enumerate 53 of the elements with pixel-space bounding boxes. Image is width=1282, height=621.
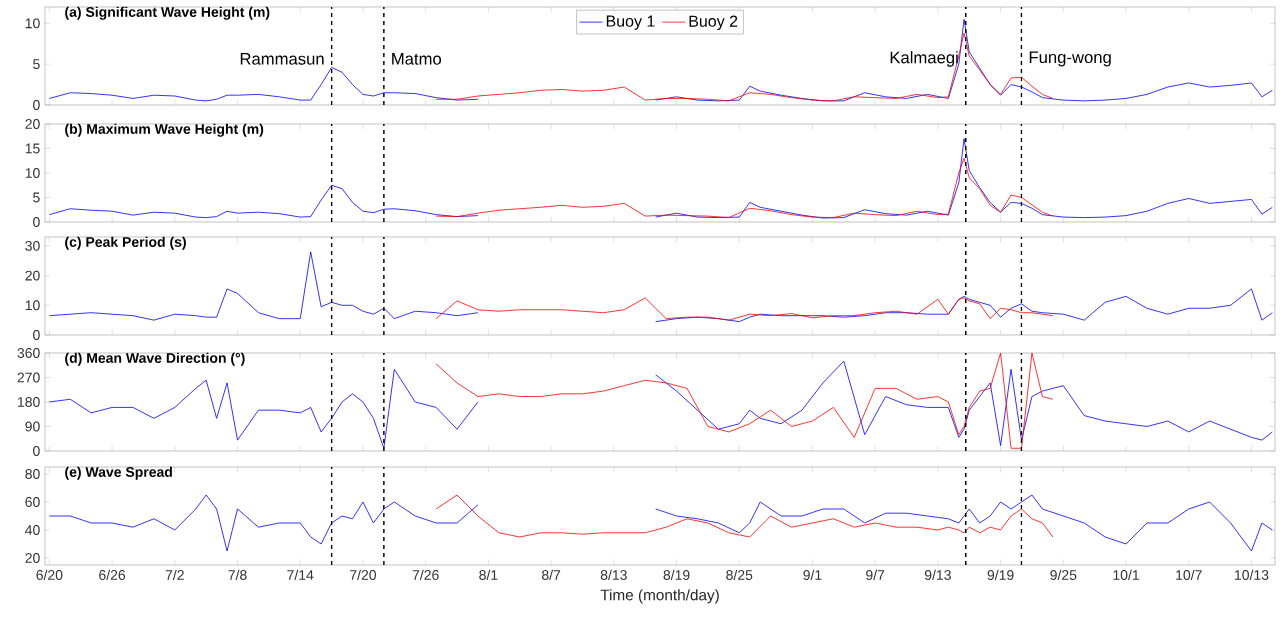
- chart-title: (e) Wave Spread: [65, 466, 172, 480]
- y-tick-label: 90: [25, 421, 40, 432]
- x-tick-label: 8/7: [541, 569, 561, 580]
- y-tick-label: 5: [33, 192, 40, 203]
- x-tick-label: 10/1: [1113, 569, 1139, 580]
- y-tick-label: 20: [25, 119, 40, 129]
- chart-title: (d) Mean Wave Direction (°): [65, 352, 245, 366]
- x-tick-label: 7/8: [228, 569, 247, 580]
- x-tick-label: 8/19: [663, 569, 690, 580]
- y-tick-label: 0: [33, 217, 40, 227]
- ref-line-label: Rammasun: [240, 53, 324, 65]
- chart-title: (b) Maximum Wave Height (m): [65, 123, 264, 137]
- x-tick-label: 9/25: [1050, 569, 1077, 580]
- x-tick-label: 9/19: [987, 569, 1014, 580]
- ref-line-label: Fung-wong: [1029, 51, 1111, 67]
- x-tick-label: 6/20: [36, 569, 63, 580]
- x-tick-label: 10/13: [1235, 569, 1269, 580]
- legend-label: Buoy 2: [689, 15, 738, 31]
- x-tick-label: 7/14: [287, 569, 314, 580]
- x-tick-label: 8/25: [726, 569, 753, 580]
- y-tick-label: 30: [25, 240, 40, 251]
- y-tick-label: 20: [25, 270, 40, 281]
- y-tick-label: 10: [25, 168, 40, 178]
- y-tick-label: 360: [17, 348, 40, 358]
- y-tick-label: 0: [33, 330, 40, 340]
- y-tick-label: 0: [33, 446, 40, 456]
- x-tick-label: 9/7: [866, 569, 885, 580]
- x-tick-label: 7/2: [165, 569, 184, 580]
- y-tick-label: 10: [25, 300, 40, 311]
- y-tick-label: 5: [33, 59, 40, 70]
- legend-label: Buoy 1: [606, 15, 655, 30]
- y-tick-label: 270: [17, 372, 40, 383]
- y-tick-label: 0: [33, 100, 40, 110]
- y-tick-label: 80: [25, 469, 40, 479]
- x-tick-label: 8/13: [600, 569, 627, 580]
- y-tick-label: 10: [25, 18, 40, 29]
- x-tick-label: 8/1: [479, 569, 498, 580]
- ref-line-label: Kalmaegi: [890, 51, 958, 67]
- y-tick-label: 15: [25, 143, 40, 154]
- y-tick-label: 20: [25, 553, 40, 563]
- x-tick-label: 9/13: [924, 569, 951, 580]
- chart-title: (c) Peak Period (s): [65, 236, 186, 250]
- x-tick-label: 9/1: [803, 569, 822, 580]
- y-tick-label: 60: [25, 497, 40, 507]
- x-tick-label: 7/26: [412, 569, 439, 580]
- x-tick-label: 6/26: [99, 569, 126, 580]
- x-tick-label: 7/20: [350, 569, 377, 580]
- y-tick-label: 40: [25, 525, 40, 535]
- y-tick-label: 180: [18, 397, 40, 407]
- x-axis-title: Time (month/day): [600, 589, 719, 604]
- x-tick-label: 10/7: [1176, 569, 1202, 580]
- chart-title: (a) Significant Wave Height (m): [65, 6, 270, 20]
- ref-line-label: Matmo: [392, 53, 442, 65]
